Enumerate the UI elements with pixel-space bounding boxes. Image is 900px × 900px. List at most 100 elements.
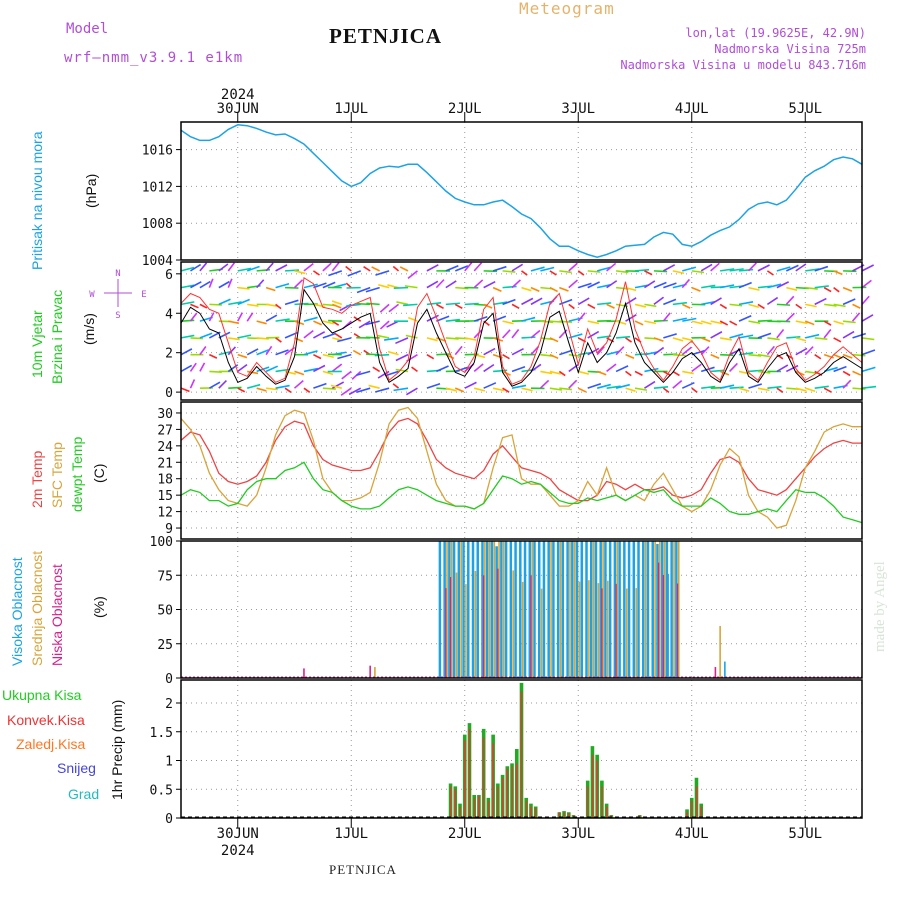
wind-arrow-139: [334, 333, 343, 339]
wind-arrow-438: [691, 286, 701, 292]
wind-arrow-6: [180, 284, 195, 289]
precip-conv-bar-27: [606, 806, 608, 818]
wind-arrow-469: [729, 303, 743, 307]
wind-arrow-39: [218, 263, 229, 272]
pressure-panel-label: Pritisak na nivou mora: [29, 131, 45, 270]
wind-arrow-186: [387, 350, 399, 356]
wind-arrow-295: [521, 270, 528, 276]
wind-arrow-563: [842, 330, 855, 339]
wind-arrow-476: [738, 315, 752, 322]
wind-arrow-336: [577, 387, 587, 393]
wind-arrow-5: [180, 301, 195, 306]
wind-arrow-495: [757, 264, 770, 272]
wind-arrow-77: [265, 303, 278, 307]
wind-arrow-279: [502, 270, 516, 273]
precip-conv-bar-17: [530, 806, 532, 818]
wind-arrow-391: [634, 268, 650, 272]
wind-arrow-187: [383, 337, 399, 341]
top-axis-day-label-0: 30JUN: [217, 101, 259, 117]
wind-arrow-57: [247, 370, 259, 375]
precip-conv-bar-20: [563, 812, 565, 818]
wind-arrow-280: [511, 384, 527, 389]
wind-arrow-399: [644, 270, 653, 276]
wind-arrow-581: [861, 295, 870, 305]
wind-arrow-349: [587, 303, 596, 309]
wind-arrow-84: [275, 318, 290, 322]
wind-arrow-146: [337, 353, 352, 360]
wind-arrow-28: [208, 312, 215, 322]
precip-conv-bar-9: [492, 743, 494, 818]
wind-arrow-547: [823, 329, 832, 339]
wind-arrow-559: [833, 270, 843, 276]
wind-arrow-21: [199, 303, 208, 309]
wind-arrow-558: [833, 286, 840, 293]
wind-arrow-249: [473, 363, 484, 373]
wind-arrow-184: [392, 383, 400, 389]
wind-arrow-312: [549, 387, 563, 391]
wind-arrow-96: [293, 380, 304, 389]
wind-arrow-285: [511, 303, 520, 310]
wind-arrow-234: [454, 345, 463, 356]
wind-arrow-237: [454, 303, 463, 310]
legend-snow: Snijeg: [57, 760, 96, 776]
wind-arrow-44: [228, 320, 240, 325]
precip-conv-bar-3: [464, 740, 466, 818]
wind-arrow-444: [700, 320, 712, 325]
wind-arrow-102: [293, 279, 304, 289]
wind-arrow-335: [568, 262, 578, 272]
compass-w-label: W: [89, 290, 95, 300]
wind-unit: (m/s): [81, 313, 97, 345]
panel-frame-2: [180, 401, 863, 540]
wind-arrow-562: [842, 353, 853, 359]
wind-arrow-121: [322, 370, 334, 376]
panel-frame-0: [180, 121, 863, 261]
wind-arrow-490: [757, 353, 771, 358]
wind-arrow-304: [539, 379, 550, 389]
wind-arrow-48: [237, 387, 246, 393]
legend-hail: Grad: [68, 786, 100, 802]
wind-speed-line: [180, 288, 863, 387]
wind-arrow-333: [568, 303, 575, 310]
wind-arrow-215: [426, 264, 439, 272]
wind-arrow-52: [237, 312, 244, 322]
wind-arrow-99: [294, 337, 304, 343]
wind-arrow-472: [738, 387, 750, 392]
wind-arrow-213: [426, 301, 442, 306]
wind-arrow-220: [436, 315, 450, 322]
wind-arrow-165: [356, 302, 371, 306]
wind-arrow-229: [445, 302, 460, 306]
pressure-unit: (hPa): [83, 173, 99, 208]
wind-arrow-272: [502, 387, 510, 393]
wind-arrow-61: [247, 303, 259, 307]
wind-arrow-128: [331, 381, 345, 389]
wind-arrow-197: [396, 301, 409, 306]
precip-conv-bar-18: [535, 807, 537, 818]
wind-arrow-468: [729, 320, 738, 326]
wind-arrow-549: [824, 303, 837, 307]
wind-arrow-211: [426, 337, 438, 342]
wind-arrow-555: [833, 337, 842, 343]
wind-arrow-240: [464, 381, 477, 389]
precip-conv-bar-10: [497, 786, 499, 818]
footer-station: PETNJICA: [329, 862, 397, 877]
wind-arrow-46: [227, 278, 233, 288]
wind-arrow-481: [748, 369, 763, 373]
wind-arrow-461: [719, 303, 728, 310]
wind-arrow-114: [313, 353, 322, 360]
wind-arrow-72: [266, 387, 278, 391]
wind-arrow-471: [729, 268, 744, 272]
wind-arrow-113: [313, 364, 326, 373]
wind-arrow-115: [313, 331, 326, 339]
y-tick-label-4-3: 1.5: [150, 726, 173, 741]
precip-conv-bar-13: [511, 766, 513, 818]
wind-arrow-2: [180, 348, 193, 356]
wind-arrow-348: [587, 320, 600, 325]
y-tick-label-0-0: 1004: [142, 254, 173, 269]
wind-arrow-298: [530, 346, 540, 356]
wind-arrow-449: [710, 369, 725, 373]
y-tick-label-0-2: 1012: [142, 180, 173, 195]
wind-arrow-180: [379, 320, 390, 330]
wind-arrow-452: [710, 320, 723, 325]
wind-arrow-103: [294, 270, 306, 275]
